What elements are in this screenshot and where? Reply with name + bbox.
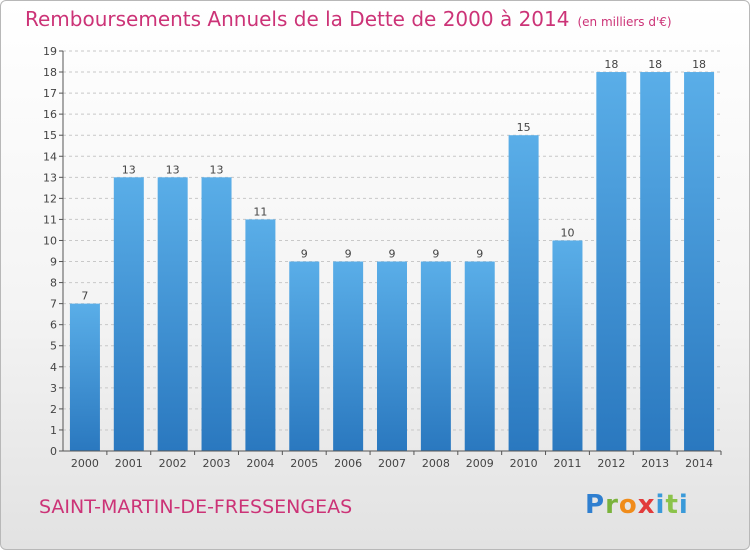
bar-layer	[69, 72, 715, 452]
logo-letter: o	[618, 490, 638, 520]
y-tick-label: 15	[43, 129, 57, 142]
bar-value-label: 9	[432, 248, 439, 261]
bar	[508, 135, 539, 452]
bar	[245, 219, 276, 451]
bar-value-label: 10	[560, 226, 574, 239]
y-tick-label: 16	[43, 108, 57, 121]
y-tick-label: 1	[50, 424, 57, 437]
x-tick-label: 2011	[553, 457, 581, 470]
chart-subtitle: (en milliers d'€)	[577, 15, 672, 29]
y-tick-label: 9	[50, 256, 57, 269]
y-tick-label: 13	[43, 171, 57, 184]
bar	[552, 240, 583, 451]
y-tick-label: 3	[50, 382, 57, 395]
bar-value-label: 13	[210, 163, 224, 176]
y-tick-label: 10	[43, 234, 57, 247]
bar-value-label: 18	[604, 58, 618, 71]
x-tick-label: 2013	[641, 457, 669, 470]
bar	[464, 261, 495, 451]
bar-value-label: 13	[122, 163, 136, 176]
bar-value-label: 9	[301, 248, 308, 261]
y-tick-label: 11	[43, 213, 57, 226]
bar	[333, 261, 364, 451]
bar-value-label: 13	[166, 163, 180, 176]
bar-value-label: 9	[345, 248, 352, 261]
logo-letter: t	[665, 490, 679, 520]
bar-value-label: 7	[81, 290, 88, 303]
x-tick-label: 2012	[597, 457, 625, 470]
bar	[289, 261, 320, 451]
x-tick-label: 2007	[378, 457, 406, 470]
logo-letter: i	[655, 490, 666, 520]
y-tick-label: 0	[50, 445, 57, 458]
logo-letter: P	[585, 490, 606, 520]
logo-letter: i	[678, 490, 689, 520]
bar-value-label: 18	[692, 58, 706, 71]
x-tick-label: 2000	[71, 457, 99, 470]
chart-title-text: Remboursements Annuels de la Dette de 20…	[25, 7, 570, 31]
bar	[157, 177, 188, 451]
chart-title: Remboursements Annuels de la Dette de 20…	[25, 7, 672, 31]
y-tick-label: 4	[50, 361, 57, 374]
x-tick-label: 2003	[203, 457, 231, 470]
y-tick-label: 19	[43, 45, 57, 58]
x-tick-label: 2014	[685, 457, 713, 470]
x-tick-label: 2009	[466, 457, 494, 470]
bar	[201, 177, 232, 451]
x-tick-label: 2010	[510, 457, 538, 470]
logo-letter: r	[605, 490, 619, 520]
proxiti-logo: Proxiti	[585, 490, 689, 520]
bar	[684, 72, 715, 451]
commune-name: SAINT-MARTIN-DE-FRESSENGEAS	[39, 496, 353, 518]
bar-value-label: 18	[648, 58, 662, 71]
bar-value-label: 9	[389, 248, 396, 261]
bar	[113, 177, 144, 451]
x-tick-label: 2008	[422, 457, 450, 470]
bar	[640, 72, 671, 451]
bar-value-label: 11	[253, 205, 267, 218]
x-tick-label: 2005	[290, 457, 318, 470]
y-tick-label: 12	[43, 192, 57, 205]
y-tick-label: 7	[50, 298, 57, 311]
y-tick-label: 6	[50, 319, 57, 332]
bar-value-label: 9	[476, 248, 483, 261]
y-tick-label: 17	[43, 87, 57, 100]
y-tick-label: 5	[50, 340, 57, 353]
logo-letter: x	[637, 490, 656, 520]
x-tick-label: 2004	[246, 457, 274, 470]
y-tick-label: 2	[50, 403, 57, 416]
bar-value-label: 15	[517, 121, 531, 134]
label-layer: 7 13 13 13 11 9 9 9 9 9 15 10 18 18 18	[81, 58, 706, 303]
y-tick-label: 8	[50, 277, 57, 290]
bar	[420, 261, 451, 451]
y-tick-label: 14	[43, 150, 57, 163]
x-tick-label: 2002	[159, 457, 187, 470]
bar	[377, 261, 407, 451]
x-tick-label: 2001	[115, 457, 143, 470]
bar	[596, 72, 627, 451]
y-tick-label: 18	[43, 66, 57, 79]
x-tick-label: 2006	[334, 457, 362, 470]
bar	[69, 303, 100, 451]
